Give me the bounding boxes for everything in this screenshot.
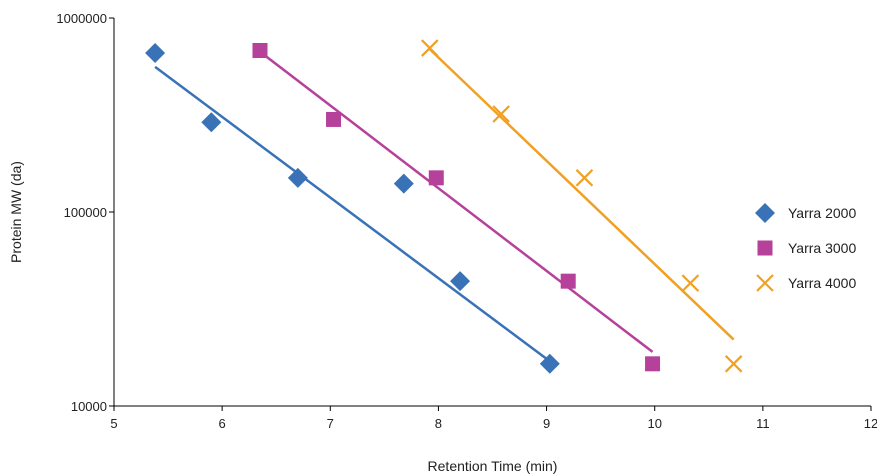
trendlines xyxy=(154,48,735,363)
legend-marker-yarra-2000 xyxy=(755,203,775,223)
point-yarra-3000 xyxy=(645,356,661,372)
y-axis-title: Protein MW (da) xyxy=(8,161,24,263)
point-yarra-3000 xyxy=(326,111,342,127)
x-tick-label: 10 xyxy=(647,416,661,431)
x-tick-label: 9 xyxy=(543,416,550,431)
legend-label-yarra-2000: Yarra 2000 xyxy=(788,205,856,221)
x-tick-label: 11 xyxy=(756,416,770,431)
point-yarra-2000 xyxy=(287,167,308,188)
point-yarra-4000 xyxy=(724,355,743,373)
point-yarra-2000 xyxy=(145,43,166,64)
point-yarra-2000 xyxy=(539,353,560,374)
legend-label-yarra-4000: Yarra 4000 xyxy=(788,275,856,291)
x-tick-label: 6 xyxy=(219,416,226,431)
point-yarra-4000 xyxy=(681,274,700,292)
point-yarra-3000 xyxy=(252,42,268,58)
point-yarra-4000 xyxy=(575,169,594,187)
legend-marker-yarra-3000 xyxy=(757,240,773,256)
y-tick-label: 100000 xyxy=(64,205,107,220)
x-tick-label: 12 xyxy=(864,416,877,431)
point-yarra-2000 xyxy=(393,173,414,194)
trendline-yarra-4000 xyxy=(428,48,735,341)
y-tick-label: 10000 xyxy=(71,399,107,414)
legend-label-yarra-3000: Yarra 3000 xyxy=(788,240,856,256)
y-axis-ticks: 10000 100000 1000000 xyxy=(56,11,114,414)
data-points xyxy=(145,39,743,374)
point-yarra-3000 xyxy=(560,273,576,289)
point-yarra-4000 xyxy=(492,105,510,123)
y-tick-label: 1000000 xyxy=(56,11,107,26)
trendline-yarra-2000 xyxy=(154,65,551,363)
trendline-yarra-3000 xyxy=(259,50,654,353)
point-yarra-3000 xyxy=(428,170,444,186)
x-tick-label: 5 xyxy=(110,416,117,431)
x-tick-label: 7 xyxy=(327,416,334,431)
point-yarra-2000 xyxy=(450,271,471,292)
x-axis-title: Retention Time (min) xyxy=(428,458,558,474)
legend-marker-yarra-4000 xyxy=(756,274,774,292)
point-yarra-4000 xyxy=(420,39,439,57)
x-axis-ticks: 5 6 7 8 9 10 11 12 xyxy=(110,406,877,431)
legend: Yarra 2000 Yarra 3000 Yarra 4000 xyxy=(755,203,856,292)
x-tick-label: 8 xyxy=(435,416,442,431)
point-yarra-2000 xyxy=(201,112,222,133)
